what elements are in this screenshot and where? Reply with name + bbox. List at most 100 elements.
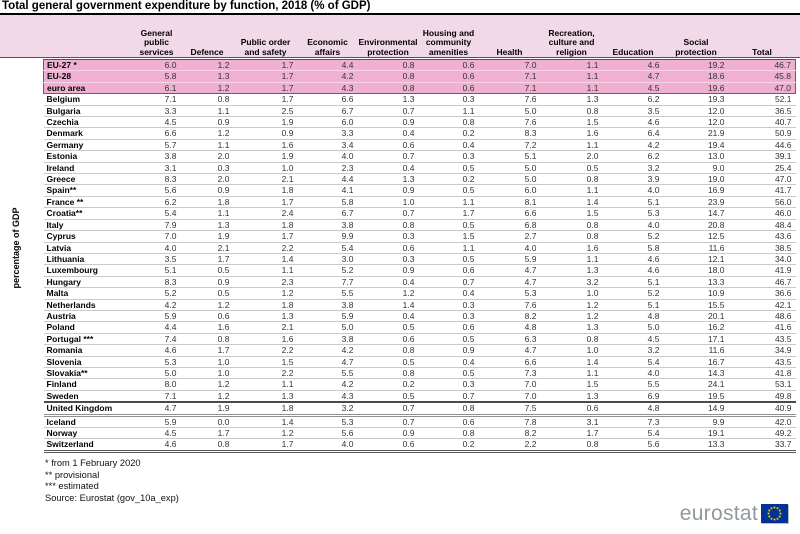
value-cell: 5.5 [602, 378, 664, 391]
value-cell: 1.2 [180, 299, 234, 311]
value-cell: 46.7 [728, 276, 796, 289]
table-row: euro area 6.1 1.2 1.7 4.3 0.8 0.6 7.1 1.1 4.5 19.6… [43, 82, 796, 95]
value-cell: 49.2 [728, 427, 796, 440]
value-cell: 4.1 [297, 184, 358, 197]
value-cell: 0.5 [418, 367, 479, 380]
value-cell: 21.9 [663, 127, 729, 140]
value-cell: 6.6 [132, 127, 181, 140]
row-label: Greece [43, 173, 133, 186]
value-cell: 0.6 [418, 321, 479, 334]
value-cell: 5.9 [297, 310, 358, 323]
value-cell: 3.3 [297, 127, 358, 140]
value-cell: 17.1 [663, 333, 729, 346]
value-cell: 5.9 [478, 253, 541, 266]
table-row: Belgium 7.1 0.8 1.7 6.6 1.3 0.3 7.6 1.3 6.2 19.3 52… [43, 93, 796, 106]
value-cell: 0.3 [357, 253, 419, 266]
value-cell: 7.6 [478, 116, 541, 129]
value-cell: 2.0 [180, 150, 234, 163]
value-cell: 19.3 [663, 93, 729, 106]
value-cell: 3.1 [540, 415, 603, 429]
column-header: Total [728, 15, 796, 60]
value-cell: 4.4 [132, 321, 181, 334]
value-cell: 4.5 [132, 116, 181, 129]
table-row: Poland 4.4 1.6 2.1 5.0 0.5 0.6 4.8 1.3 5.0 16.2 41.… [43, 321, 796, 334]
value-cell: 1.9 [233, 116, 298, 129]
row-label: Ireland [43, 162, 133, 175]
value-cell: 0.8 [357, 219, 419, 232]
value-cell: 4.2 [297, 344, 358, 357]
value-cell: 1.7 [233, 82, 298, 95]
value-cell: 49.8 [728, 390, 796, 403]
table-row: Austria 5.9 0.6 1.3 5.9 0.4 0.3 8.2 1.2 4.8 20.1 48… [43, 310, 796, 323]
value-cell: 5.1 [602, 196, 664, 209]
row-label: Hungary [43, 276, 133, 289]
value-cell: 0.8 [357, 70, 419, 83]
footnote: *** estimated [45, 481, 99, 492]
value-cell: 20.8 [663, 219, 729, 232]
value-cell: 2.2 [233, 344, 298, 357]
value-cell: 23.9 [663, 196, 729, 209]
table-row: Slovakia** 5.0 1.0 2.2 5.5 0.8 0.5 7.3 1.1 4.0 14.… [43, 367, 796, 380]
value-cell: 4.6 [132, 344, 181, 357]
row-label: Denmark [43, 127, 133, 140]
value-cell: 1.4 [540, 196, 603, 209]
table-row: Romania 4.6 1.7 2.2 4.2 0.8 0.9 4.7 1.0 3.2 11.6 34… [43, 344, 796, 357]
value-cell: 0.2 [357, 378, 419, 391]
value-cell: 4.6 [602, 59, 664, 72]
value-cell: 1.8 [233, 184, 298, 197]
value-cell: 43.5 [728, 356, 796, 368]
value-cell: 0.8 [418, 116, 479, 129]
value-cell: 3.1 [132, 162, 181, 175]
value-cell: 19.1 [663, 427, 729, 440]
value-cell: 12.0 [663, 105, 729, 118]
row-label: Croatia** [43, 207, 133, 220]
value-cell: 1.3 [540, 321, 603, 334]
value-cell: 4.7 [602, 70, 664, 83]
value-cell: 0.3 [180, 162, 234, 175]
value-cell: 7.3 [478, 367, 541, 380]
value-cell: 8.3 [132, 173, 181, 186]
table-row: Switzerland 4.6 0.8 1.7 4.0 0.6 0.2 2.2 0.8 5.6 13… [43, 438, 796, 453]
value-cell: 46.0 [728, 207, 796, 220]
value-cell: 5.6 [602, 438, 664, 453]
column-header: Housing and community amenities [418, 15, 479, 60]
value-cell: 6.1 [132, 82, 181, 95]
value-cell: 0.6 [418, 59, 479, 72]
value-cell: 1.1 [180, 139, 234, 152]
value-cell: 1.3 [357, 173, 419, 186]
value-cell: 4.7 [297, 356, 358, 368]
value-cell: 0.5 [180, 264, 234, 277]
value-cell: 4.7 [132, 401, 181, 417]
table-row: Norway 4.5 1.7 1.2 5.6 0.9 0.8 8.2 1.7 5.4 19.1 49.… [43, 427, 796, 440]
value-cell: 4.4 [297, 59, 358, 72]
row-label: Cyprus [43, 230, 133, 243]
value-cell: 1.9 [233, 150, 298, 163]
value-cell: 4.7 [478, 344, 541, 357]
table-row: Estonia 3.8 2.0 1.9 4.0 0.7 0.3 5.1 2.0 6.2 13.0 39… [43, 150, 796, 163]
value-cell: 4.0 [132, 242, 181, 254]
value-cell: 0.6 [357, 438, 419, 453]
value-cell: 0.9 [180, 116, 234, 129]
value-cell: 34.9 [728, 344, 796, 357]
value-cell: 2.3 [233, 276, 298, 289]
value-cell: 0.8 [540, 219, 603, 232]
value-cell: 1.8 [180, 196, 234, 209]
value-cell: 5.1 [602, 299, 664, 311]
row-label: Belgium [43, 93, 133, 106]
value-cell: 5.3 [297, 415, 358, 429]
value-cell: 1.3 [233, 310, 298, 323]
footnote: Source: Eurostat (gov_10a_exp) [45, 492, 179, 503]
row-label: Netherlands [43, 299, 133, 311]
eurostat-logo: eurostat [680, 503, 788, 524]
value-cell: 20.1 [663, 310, 729, 323]
value-cell: 8.2 [478, 427, 541, 440]
value-cell: 45.8 [728, 70, 796, 83]
value-cell: 1.0 [180, 356, 234, 368]
footnote: * from 1 February 2020 [45, 458, 141, 468]
value-cell: 1.2 [180, 378, 234, 391]
value-cell: 3.5 [602, 105, 664, 118]
row-label: Sweden [43, 390, 133, 403]
value-cell: 12.5 [663, 230, 729, 243]
value-cell: 0.8 [540, 333, 603, 346]
